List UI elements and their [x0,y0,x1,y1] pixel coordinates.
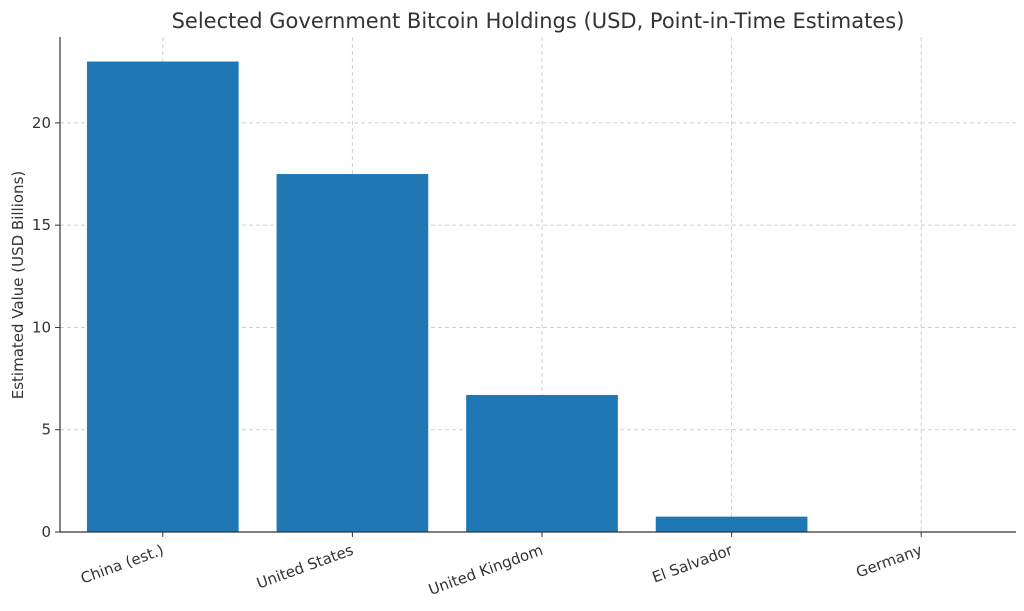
y-tick-label: 15 [32,216,51,234]
bar [466,394,618,532]
bars [86,61,808,532]
y-tick-label: 5 [41,421,51,439]
y-tick-label: 20 [32,114,51,132]
axes [59,37,1016,533]
x-tick-label: El Salvador [650,541,736,587]
y-axis-title: Estimated Value (USD Billions) [9,171,27,400]
x-tick-label: United States [254,541,356,593]
x-tick-label: United Kingdom [426,541,545,599]
bar [276,174,429,532]
x-tick-label: China (est.) [78,541,166,588]
bar [655,516,808,532]
y-tick-label: 0 [41,523,51,541]
chart-title: Selected Government Bitcoin Holdings (US… [172,9,905,33]
x-tick-label: Germany [854,541,925,582]
bar [86,61,239,532]
y-ticks: 0 5 10 15 20 [32,114,60,541]
x-ticks: China (est.) United States United Kingdom E… [78,532,925,599]
y-tick-label: 10 [32,318,51,336]
